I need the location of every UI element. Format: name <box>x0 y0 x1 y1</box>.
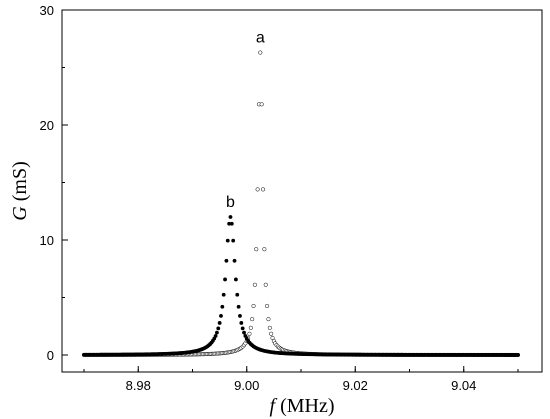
data-point <box>236 304 241 309</box>
data-point <box>251 303 256 308</box>
x-tick-label: 9.00 <box>234 378 259 393</box>
x-tick-label: 9.04 <box>451 378 476 393</box>
y-axis-unit: (mS) <box>9 161 31 206</box>
series-label-b: b <box>226 194 235 211</box>
series-labels: ab <box>226 30 265 211</box>
x-tick-label: 9.02 <box>343 378 368 393</box>
data-point <box>220 304 225 309</box>
x-tick-label: 8.98 <box>126 378 151 393</box>
data-point <box>248 325 253 330</box>
data-point <box>516 353 520 357</box>
data-point <box>266 317 271 322</box>
y-axis-ticks: 0 10 20 30 <box>40 3 68 363</box>
data-point <box>239 321 244 325</box>
series-layer <box>81 50 521 358</box>
data-point <box>265 303 270 308</box>
data-point <box>242 330 246 335</box>
data-point <box>215 330 219 335</box>
data-point <box>260 187 266 192</box>
data-point <box>225 238 230 243</box>
data-point <box>262 247 267 252</box>
series-label-a: a <box>256 30 265 47</box>
y-tick-label: 30 <box>40 3 54 18</box>
data-point <box>247 331 252 336</box>
data-point <box>263 282 268 287</box>
data-point <box>228 215 233 219</box>
data-point <box>254 247 259 252</box>
data-point <box>231 238 236 243</box>
x-axis-symbol: f <box>270 395 278 417</box>
data-point <box>258 50 263 55</box>
data-point <box>221 292 226 297</box>
data-point <box>217 321 222 325</box>
series-b <box>82 215 520 357</box>
data-point <box>259 102 264 107</box>
x-axis-ticks: 8.98 9.00 9.02 9.04 <box>83 366 519 393</box>
data-point <box>240 326 245 331</box>
data-point <box>269 331 274 336</box>
data-point <box>250 317 255 322</box>
data-point <box>223 277 227 282</box>
data-point <box>233 277 238 282</box>
data-point <box>255 187 260 192</box>
data-point <box>267 325 272 330</box>
data-point <box>252 282 257 287</box>
x-axis-unit: (MHz) <box>275 395 334 417</box>
data-point <box>224 258 229 263</box>
x-axis-title: f (MHz) <box>270 395 335 417</box>
y-axis-symbol: G <box>9 206 31 221</box>
data-point <box>216 326 221 331</box>
series-a <box>81 50 521 358</box>
y-axis-title: G (mS) <box>9 161 31 220</box>
plot-frame <box>61 9 543 373</box>
data-point <box>238 314 242 318</box>
y-tick-label: 20 <box>40 118 54 133</box>
data-point <box>213 334 218 338</box>
data-point <box>229 221 234 226</box>
data-point <box>235 292 240 297</box>
y-tick-label: 10 <box>40 233 54 248</box>
data-point <box>232 258 237 263</box>
y-tick-label: 0 <box>47 348 54 363</box>
data-point <box>219 314 223 318</box>
